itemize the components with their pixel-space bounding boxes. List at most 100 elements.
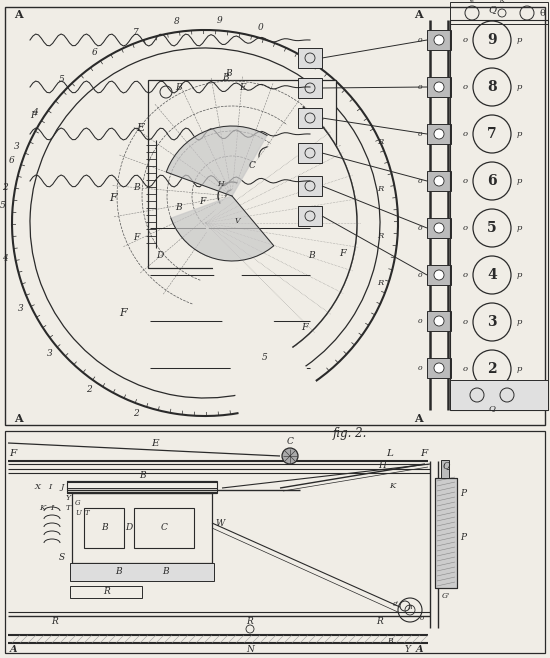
Text: T: T xyxy=(65,504,70,512)
Text: 9: 9 xyxy=(487,33,497,47)
Text: 6: 6 xyxy=(487,174,497,188)
Text: R: R xyxy=(377,232,383,240)
Text: o: o xyxy=(463,83,468,91)
Text: o: o xyxy=(420,614,424,622)
Bar xyxy=(435,478,457,588)
Text: H: H xyxy=(217,180,223,188)
Text: 2: 2 xyxy=(2,183,8,192)
Text: F: F xyxy=(30,111,36,120)
Text: 5: 5 xyxy=(59,75,64,84)
Bar xyxy=(427,77,451,97)
Text: o: o xyxy=(417,36,422,44)
Text: F: F xyxy=(301,324,309,332)
Text: A: A xyxy=(14,9,23,20)
Circle shape xyxy=(434,129,444,139)
Text: B: B xyxy=(225,70,232,78)
Text: B: B xyxy=(116,567,122,576)
Text: F: F xyxy=(199,197,205,205)
Text: k: k xyxy=(500,0,504,4)
Text: L: L xyxy=(387,449,393,457)
Text: Y: Y xyxy=(65,494,70,502)
Text: K: K xyxy=(389,482,395,490)
Text: F: F xyxy=(119,308,127,318)
Text: E: E xyxy=(239,84,245,93)
Text: F: F xyxy=(109,193,117,203)
Bar xyxy=(298,78,322,98)
Text: e: e xyxy=(470,0,474,4)
Text: K: K xyxy=(39,504,45,512)
Text: A: A xyxy=(14,413,23,424)
Text: G': G' xyxy=(442,592,450,600)
Text: o: o xyxy=(463,271,468,279)
Text: p: p xyxy=(516,83,522,91)
Text: J: J xyxy=(60,483,64,491)
Text: 4: 4 xyxy=(2,254,8,263)
Text: H: H xyxy=(378,461,387,470)
Text: R: R xyxy=(246,617,254,626)
Wedge shape xyxy=(32,50,378,396)
Text: 8: 8 xyxy=(174,18,180,26)
Text: 9: 9 xyxy=(216,16,222,25)
Text: N: N xyxy=(246,644,254,653)
Text: D: D xyxy=(125,524,133,532)
Text: B: B xyxy=(101,524,107,532)
Text: 7: 7 xyxy=(487,127,497,141)
Text: o: o xyxy=(463,177,468,185)
Text: o: o xyxy=(417,130,422,138)
Bar xyxy=(435,478,457,588)
Text: C: C xyxy=(249,161,255,170)
Text: o: o xyxy=(463,318,468,326)
Text: B: B xyxy=(222,74,228,82)
Text: 6: 6 xyxy=(9,156,15,164)
Text: U: U xyxy=(75,509,81,517)
Text: T: T xyxy=(85,509,89,517)
Text: Q: Q xyxy=(488,5,496,14)
Text: F: F xyxy=(420,449,428,459)
Bar xyxy=(298,206,322,226)
Bar xyxy=(441,460,449,478)
Text: A: A xyxy=(414,9,422,20)
Circle shape xyxy=(434,270,444,280)
Text: R: R xyxy=(377,617,383,626)
Text: o: o xyxy=(417,364,422,372)
Text: Q: Q xyxy=(442,461,450,470)
Text: V: V xyxy=(234,217,240,225)
Text: o: o xyxy=(463,224,468,232)
Wedge shape xyxy=(204,220,317,415)
Text: F: F xyxy=(9,449,16,459)
Bar xyxy=(134,508,194,548)
Text: A: A xyxy=(10,644,18,653)
Circle shape xyxy=(282,448,298,464)
Polygon shape xyxy=(166,126,267,196)
Text: R: R xyxy=(52,617,58,626)
Text: Y: Y xyxy=(405,644,411,653)
Bar xyxy=(298,108,322,128)
Text: 8: 8 xyxy=(487,80,497,94)
Text: B: B xyxy=(175,84,182,93)
Text: θ: θ xyxy=(539,9,545,18)
Text: B: B xyxy=(139,470,145,480)
Text: P: P xyxy=(460,534,466,542)
Text: o: o xyxy=(417,83,422,91)
Bar xyxy=(84,508,124,548)
Text: S: S xyxy=(59,553,65,563)
Text: R: R xyxy=(103,586,111,595)
Text: 3: 3 xyxy=(14,142,20,151)
Text: p: p xyxy=(516,36,522,44)
Text: p: p xyxy=(516,130,522,138)
Text: I: I xyxy=(48,483,52,491)
Text: o: o xyxy=(417,224,422,232)
Text: B: B xyxy=(162,567,169,576)
Polygon shape xyxy=(205,107,357,347)
Text: P: P xyxy=(460,488,466,497)
Bar xyxy=(70,563,214,581)
Text: B: B xyxy=(387,637,393,645)
Text: A: A xyxy=(414,413,422,424)
Bar xyxy=(427,171,451,191)
Text: I: I xyxy=(51,504,54,512)
Bar xyxy=(450,2,548,24)
Bar xyxy=(5,7,545,425)
Text: B: B xyxy=(307,251,314,261)
Bar xyxy=(427,358,451,378)
Text: 7: 7 xyxy=(133,28,139,37)
